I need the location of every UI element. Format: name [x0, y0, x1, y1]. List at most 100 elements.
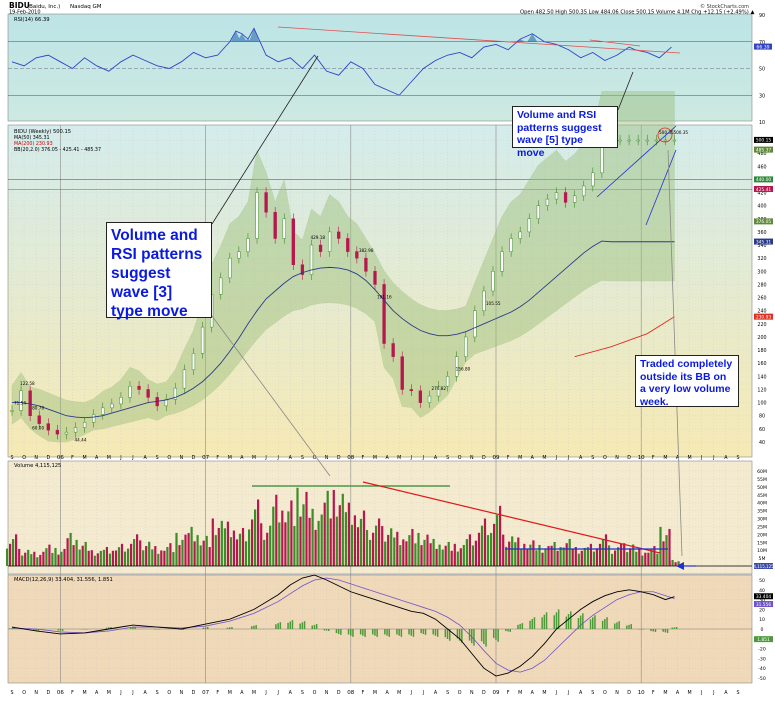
price-right-value-box [754, 313, 773, 320]
price-candle-body [627, 139, 631, 142]
price-tick-label: 360 [757, 230, 766, 236]
macd-histogram-bar [337, 629, 340, 634]
x-tick-label-top: O [458, 455, 462, 461]
rsi-trendline-short [589, 39, 641, 47]
macd-histogram-bar [359, 629, 362, 635]
volume-bar [229, 537, 232, 566]
volume-bar [48, 544, 51, 566]
x-tick-label-bottom: J [131, 690, 133, 696]
volume-bar [81, 545, 84, 566]
macd-panel: 50403020100-10-20-30-40-5033.40431.5561.… [8, 574, 773, 682]
x-tick-label-top: A [143, 455, 147, 461]
bollinger-band-fill [11, 91, 675, 443]
macd-histogram-bar [570, 611, 572, 629]
volume-bar [69, 532, 72, 566]
volume-tick-label: 35M [757, 509, 767, 515]
annotation-wave3-text: Volume and RSI patterns suggest wave [3]… [111, 227, 203, 320]
x-tick-label-bottom: O [603, 690, 607, 696]
macd-histogram-bar [529, 620, 531, 629]
x-tick-label-bottom: D [337, 690, 341, 696]
volume-bar [75, 539, 78, 566]
price-candle-body [309, 244, 314, 275]
macd-histogram-bar [521, 623, 524, 629]
volume-bar [190, 526, 193, 566]
macd-histogram-bar [471, 629, 473, 644]
x-tick-label-top: 07 [202, 455, 209, 461]
volume-bar [595, 548, 598, 566]
volume-bar [154, 546, 157, 566]
price-right-value-label: 500.15 [756, 138, 772, 144]
price-candle-body [554, 192, 559, 200]
volume-bar [456, 551, 459, 566]
macd-histogram-bar [279, 622, 282, 629]
price-right-value-box [754, 238, 773, 245]
price-candle-body [19, 390, 23, 411]
volume-bar [465, 539, 468, 566]
volume-bar [99, 550, 102, 566]
volume-bar [583, 547, 586, 566]
volume-bar [532, 540, 535, 566]
macd-histogram-bar [662, 629, 664, 632]
price-right-value-box [754, 176, 773, 183]
price-point-label: 429.18 [310, 235, 325, 240]
price-point-label: 60.00 [32, 426, 44, 431]
price-point-label: 156.80 [456, 367, 471, 372]
volume-bar [96, 553, 99, 566]
macd-histogram-bar [13, 628, 15, 629]
price-legend-ma200: MA(200) 230.93 [14, 141, 53, 147]
price-candle-body [473, 310, 477, 338]
x-tick-label-top: A [724, 455, 728, 461]
macd-histogram-bar [86, 629, 88, 630]
volume-bar [45, 548, 48, 566]
x-tick-label-bottom: M [228, 690, 232, 696]
price-point-label: 105.55 [486, 301, 501, 306]
rsi-panel: 90 70 50 30 10 66.39 [8, 13, 772, 126]
x-tick-label-bottom: N [180, 690, 184, 696]
x-tick-label-bottom: A [95, 690, 99, 696]
macd-histogram-bar [412, 629, 415, 637]
volume-bar [378, 518, 381, 566]
ma200-line [574, 316, 675, 358]
volume-bar [166, 547, 169, 566]
x-tick-label-top: N [34, 455, 38, 461]
price-candle-body [582, 185, 586, 197]
macd-histogram-bar [543, 614, 546, 629]
price-tick-label: 40 [759, 440, 765, 446]
price-candle-body [509, 238, 513, 252]
volume-bar [72, 545, 75, 566]
x-tick-label-top: A [676, 455, 680, 461]
volume-bar [281, 510, 284, 566]
macd-histogram-bar [642, 629, 645, 630]
x-tick-label-top: S [10, 455, 13, 461]
volume-bar [474, 540, 477, 566]
volume-bar [187, 533, 190, 566]
peak-circle [657, 127, 673, 143]
volume-bar [275, 494, 278, 566]
volume-bar [574, 547, 577, 566]
price-candle-body [391, 343, 395, 357]
x-tick-label-top: 10 [638, 455, 645, 461]
volume-bar [338, 505, 341, 566]
x-tick-label-top: 09 [493, 455, 500, 461]
volume-bar [674, 562, 677, 566]
price-candle-body [110, 403, 114, 409]
x-tick-label-bottom: O [458, 690, 462, 696]
x-tick-label-top: N [615, 455, 619, 461]
macd-histogram-bar [545, 612, 548, 629]
macd-tick-label: -20 [758, 647, 766, 653]
x-tick-label-bottom: O [313, 690, 317, 696]
volume-bar [272, 506, 275, 566]
macd-histogram-bar [519, 624, 521, 629]
macd-histogram-bar [449, 629, 451, 641]
volume-bar [656, 553, 659, 566]
x-tick-label-bottom: A [579, 690, 583, 696]
macd-histogram-bar [446, 629, 449, 639]
macd-histogram-bar [666, 629, 669, 633]
macd-histogram-bar [352, 629, 354, 637]
price-candle-body [427, 395, 432, 403]
volume-bar [617, 547, 620, 566]
x-tick-label-top: F [507, 455, 510, 461]
annotation-wave5: Volume and RSI patterns suggest wave [5]… [512, 106, 618, 159]
header-date: 19-Feb-2010 [9, 10, 41, 16]
